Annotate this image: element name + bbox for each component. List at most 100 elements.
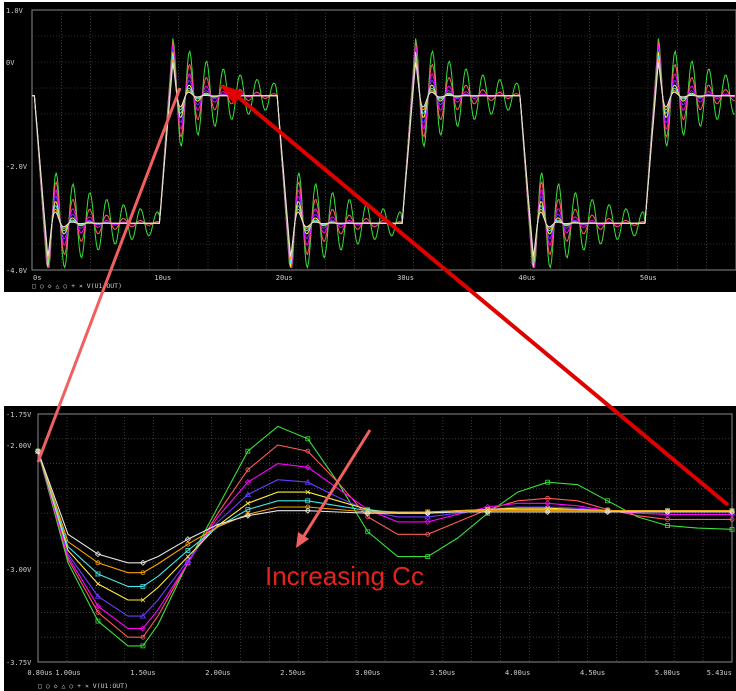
top-chart-background: [4, 2, 736, 292]
y-tick-label: -1.75V: [6, 411, 32, 419]
x-tick-label: 4.50us: [580, 669, 605, 677]
data-point-marker: [245, 512, 251, 517]
x-tick-label: 30us: [397, 274, 414, 282]
data-point-marker: [364, 510, 371, 517]
data-point-marker: [95, 560, 101, 566]
data-point-marker: [140, 583, 146, 589]
data-point-marker: [95, 618, 101, 624]
data-point-marker: [139, 612, 147, 619]
series-line: [37, 451, 732, 564]
data-point-marker: [94, 592, 102, 599]
data-point-marker: [184, 536, 191, 543]
y-tick-label: -4.0V: [6, 267, 28, 275]
y-tick-label: -3.00V: [6, 566, 32, 574]
x-tick-label: 0.80us: [27, 669, 52, 677]
data-point-marker: [424, 513, 431, 520]
top-chart-series: [32, 38, 735, 269]
data-point-marker: [245, 500, 251, 506]
waveform-series-line: [32, 38, 735, 269]
data-point-marker: [365, 514, 371, 520]
x-tick-label: 1.00us: [55, 669, 80, 677]
data-point-marker: [425, 554, 431, 559]
x-tick-label: 40us: [519, 274, 536, 282]
data-point-marker: [729, 526, 735, 532]
data-point-marker: [95, 571, 101, 577]
data-point-marker: [184, 556, 192, 563]
bottom-chart-ticks: 0.80us 1.00us 1.50us 2.00us 2.50us 3.00us 3.50…: [6, 411, 732, 677]
data-point-marker: [245, 507, 251, 512]
data-point-marker: [484, 508, 491, 516]
x-tick-label: 3.00us: [355, 669, 380, 677]
data-point-marker: [304, 464, 311, 471]
data-point-marker: [424, 510, 431, 517]
increasing-cc-arrow: [300, 429, 372, 540]
data-point-marker: [305, 489, 311, 495]
y-tick-label: -2.00V: [6, 442, 32, 450]
x-tick-label: 2.50us: [280, 669, 305, 677]
zoom-callout-arrowhead: [219, 84, 244, 104]
top-chart: 0s 10us 20us 30us 40us 50us 1.0V 0V -2.0V -4.0V □…: [4, 2, 736, 292]
data-point-marker: [545, 508, 551, 514]
x-tick-label: 5.43us: [707, 669, 732, 677]
data-point-marker: [244, 512, 251, 519]
data-point-marker: [305, 498, 311, 504]
bottom-chart-legend: □ ○ ◇ △ ○ + × V(U1:OUT): [38, 682, 128, 690]
x-tick-label: 1.50us: [130, 669, 155, 677]
data-point-marker: [425, 531, 431, 537]
data-point-marker: [425, 509, 431, 515]
data-point-marker: [665, 508, 670, 514]
data-point-marker: [664, 508, 671, 516]
x-tick-label: 3.50us: [430, 669, 455, 677]
data-point-marker: [140, 597, 146, 603]
data-point-marker: [185, 554, 191, 559]
data-point-marker: [729, 508, 735, 514]
bottom-chart: 0.80us 1.00us 1.50us 2.00us 2.50us 3.00us 3.50…: [4, 406, 736, 691]
x-tick-label: 10us: [154, 274, 171, 282]
data-point-marker: [665, 523, 670, 528]
top-chart-grid: [31, 9, 736, 271]
top-chart-ticks: 0s 10us 20us 30us 40us 50us 1.0V 0V -2.0V -4.0V: [6, 7, 657, 282]
data-point-marker: [139, 625, 146, 632]
data-point-marker: [95, 610, 101, 615]
data-point-marker: [604, 508, 611, 516]
increasing-cc-annotation: Increasing Cc: [265, 429, 424, 591]
data-point-marker: [95, 581, 101, 587]
data-point-marker: [545, 479, 551, 485]
bottom-chart-series: [34, 425, 736, 649]
y-tick-label: 1.0V: [6, 7, 24, 15]
data-point-marker: [34, 448, 42, 455]
zoom-callouts: [36, 84, 730, 507]
data-point-marker: [544, 500, 551, 507]
x-tick-label: 2.00us: [205, 669, 230, 677]
y-tick-label: -3.75V: [6, 659, 32, 667]
series-line: [37, 451, 732, 574]
bottom-chart-background: [4, 406, 736, 691]
data-point-marker: [305, 448, 311, 454]
data-point-marker: [94, 603, 102, 610]
y-tick-label: 0V: [6, 59, 15, 67]
data-point-marker: [140, 570, 146, 576]
x-tick-label: 4.00us: [505, 669, 530, 677]
data-point-marker: [728, 508, 736, 516]
data-point-marker: [605, 498, 610, 504]
y-tick-label: -2.0V: [6, 163, 28, 171]
data-point-marker: [544, 508, 551, 516]
series-line: [37, 425, 733, 647]
annotation-label: Increasing Cc: [265, 561, 424, 591]
data-point-marker: [424, 518, 431, 525]
data-point-marker: [305, 436, 311, 442]
zoom-callout-left-line: [36, 87, 182, 463]
x-tick-label: 5.00us: [655, 669, 680, 677]
increasing-cc-arrowhead: [296, 532, 309, 548]
top-chart-legend: □ ○ ◇ △ ○ + × V(U1:OUT): [32, 282, 122, 290]
waveform-series-line: [32, 62, 735, 257]
x-tick-label: 20us: [276, 274, 293, 282]
data-point-marker: [605, 508, 610, 514]
data-point-marker: [185, 548, 191, 553]
data-point-marker: [245, 467, 251, 473]
data-point-marker: [245, 448, 251, 454]
data-point-marker: [304, 507, 311, 514]
data-point-marker: [365, 509, 371, 515]
data-point-marker: [140, 643, 146, 649]
